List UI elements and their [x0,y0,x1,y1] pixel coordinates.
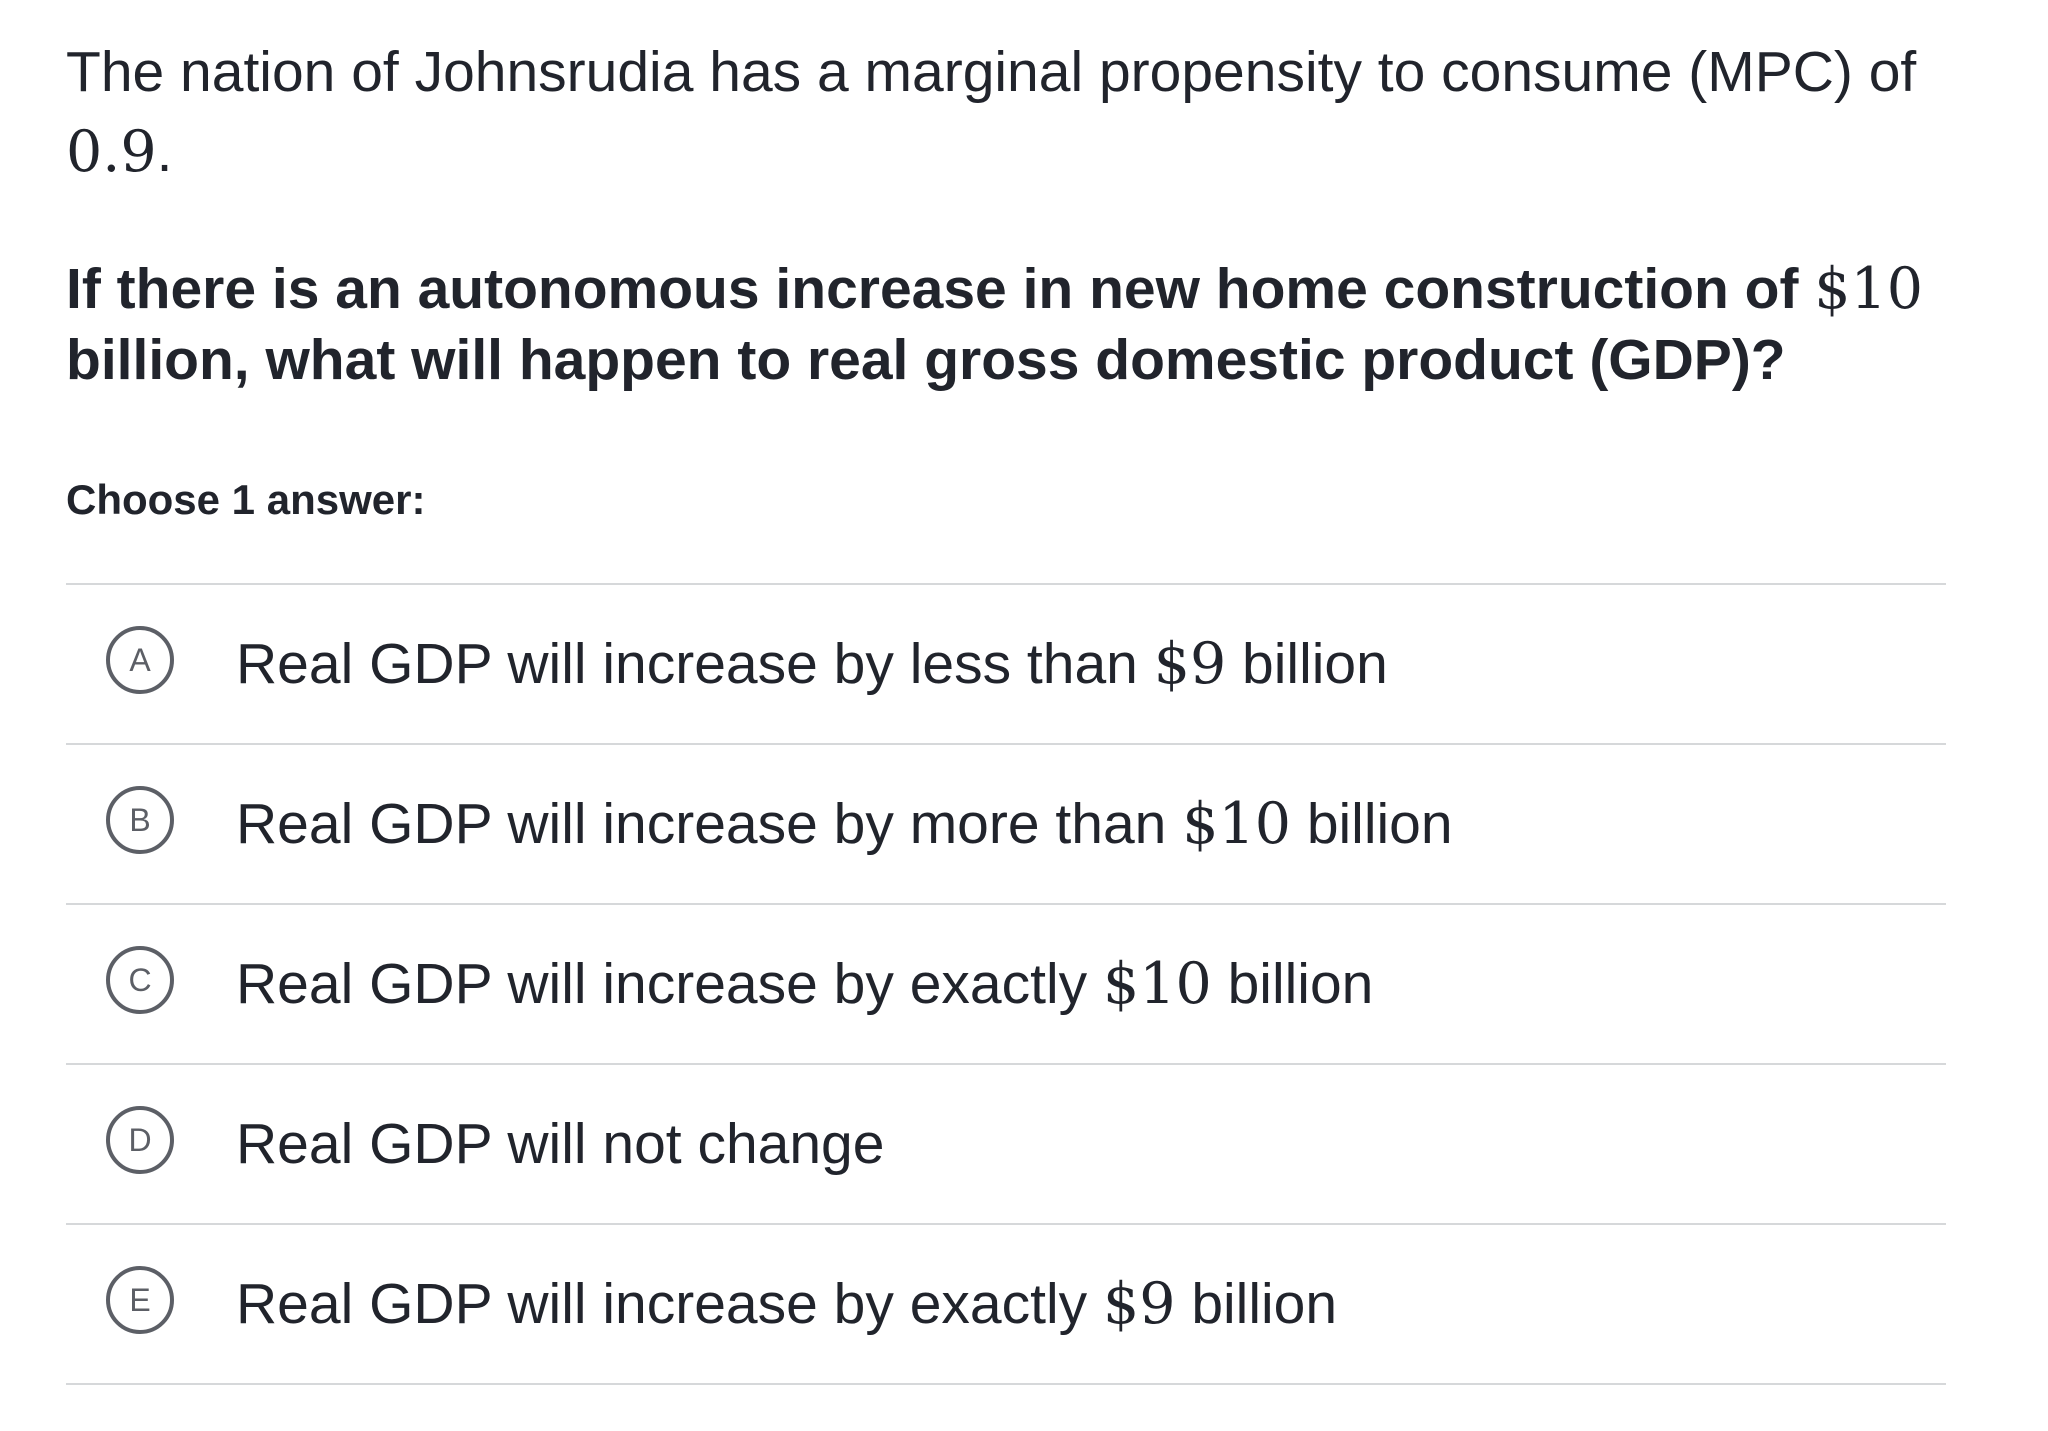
choice-text-e[interactable]: Real GDP will increase by exactly $9 bil… [236,1268,1337,1340]
choice-letter-e[interactable]: E [106,1266,174,1334]
choice-text-c[interactable]: Real GDP will increase by exactly $10 bi… [236,948,1373,1020]
choice-d-text: Real GDP will not change [236,1112,885,1176]
choice-a-amount: $9 [1153,631,1227,697]
intro-text: The nation of Johnsrudia has a marginal … [66,40,1917,104]
choice-letter-d[interactable]: D [106,1106,174,1174]
choice-c-text: Real GDP will increase by exactly [236,952,1103,1016]
choice-e-text-end: billion [1175,1272,1338,1336]
choose-answer-label: Choose 1 answer: [66,476,426,523]
choice-e-amount: $9 [1102,1271,1176,1337]
question-text: If there is an autonomous increase in ne… [66,257,1815,321]
intro-text-end: . [156,120,173,184]
choice-text-b[interactable]: Real GDP will increase by more than $10 … [236,788,1453,860]
choice-text-d[interactable]: Real GDP will not change [236,1108,884,1180]
choice-text-a[interactable]: Real GDP will increase by less than $9 b… [236,628,1388,700]
choice-e-text: Real GDP will increase by exactly [236,1272,1103,1336]
question-prompt: If there is an autonomous increase in ne… [66,254,1966,396]
choice-letter-b[interactable]: B [106,786,174,854]
choice-b-amount: $10 [1182,791,1291,857]
choice-e[interactable]: E Real GDP will increase by exactly $9 b… [66,1225,1946,1385]
choice-d[interactable]: D Real GDP will not change [66,1065,1946,1225]
choice-a[interactable]: A Real GDP will increase by less than $9… [66,585,1946,745]
question-intro: The nation of Johnsrudia has a marginal … [66,32,1966,192]
question-text-end: billion, what will happen to real gross … [66,328,1786,392]
question-amount: $10 [1814,256,1924,322]
choice-b[interactable]: B Real GDP will increase by more than $1… [66,745,1946,905]
choice-a-text-end: billion [1226,632,1388,696]
choice-letter-c[interactable]: C [106,946,174,1014]
choice-b-text: Real GDP will increase by more than [236,792,1183,856]
choice-c[interactable]: C Real GDP will increase by exactly $10 … [66,905,1946,1065]
choice-a-text: Real GDP will increase by less than [236,632,1154,696]
choice-b-text-end: billion [1290,792,1453,856]
answer-choices: A Real GDP will increase by less than $9… [66,583,1946,1385]
choice-c-amount: $10 [1102,951,1212,1017]
choice-letter-a[interactable]: A [106,626,174,694]
mpc-value: 0.9 [66,119,157,185]
choice-c-text-end: billion [1211,952,1374,1016]
